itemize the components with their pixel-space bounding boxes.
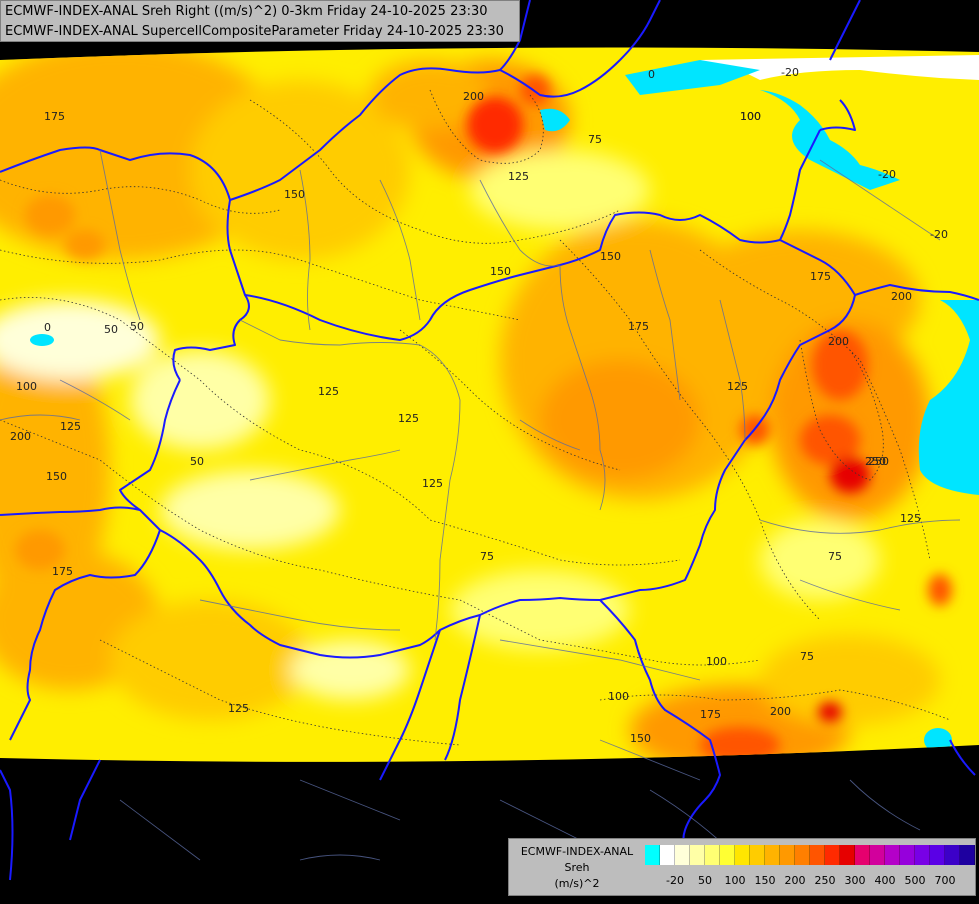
legend-swatch [780,845,795,865]
contour-value-label: 200 [770,705,791,718]
sreh-field [0,47,979,762]
legend-swatch [735,845,750,865]
legend-swatch [840,845,855,865]
legend-swatch [810,845,825,865]
legend-swatch [960,845,975,865]
legend-swatch [765,845,780,865]
contour-value-label: 0 [44,321,51,334]
contour-value-label: 175 [52,565,73,578]
contour-value-label: 150 [630,732,651,745]
legend-tick-label: 300 [844,874,866,887]
rivers-regions [0,149,961,861]
contour-value-label: 125 [900,512,921,525]
contour-value-label: 200 [828,335,849,348]
legend-swatch [930,845,945,865]
contour-value-label: 250 [868,455,889,468]
legend-panel: ECMWF-INDEX-ANAL Sreh (m/s)^2 -20 50 100 15… [508,838,976,896]
contour-value-label: 125 [60,420,81,433]
header-title-sreh: ECMWF-INDEX-ANAL Sreh Right ((m/s)^2) 0-… [5,4,488,19]
header-title-scp: ECMWF-INDEX-ANAL SupercellCompositeParam… [5,24,504,39]
contour-value-label: 250 [865,455,886,468]
contour-value-label: -20 [930,228,948,241]
contour-value-label: 125 [422,477,443,490]
contour-value-label: 150 [284,188,305,201]
legend-param: Sreh [564,861,590,874]
legend-swatch [675,845,690,865]
legend-swatch [660,845,675,865]
legend-tick-labels: -20 50 100 150 200 250 300 400 500 700 [645,874,975,890]
contour-value-label: 125 [398,412,419,425]
legend-swatch [750,845,765,865]
legend-swatch [870,845,885,865]
contour-value-label: 50 [104,323,118,336]
legend-unit: (m/s)^2 [554,877,600,890]
contour-value-label: 175 [700,708,721,721]
legend-tick-label: 200 [784,874,806,887]
legend-swatch [885,845,900,865]
legend-color-bar [645,845,975,865]
legend-tick-label: 700 [934,874,956,887]
contour-value-label: 100 [740,110,761,123]
contour-value-label: 75 [828,550,842,563]
legend-tick-label: 150 [754,874,776,887]
legend-swatch [825,845,840,865]
legend-swatch [720,845,735,865]
legend-swatch [855,845,870,865]
contour-value-label: 175 [628,320,649,333]
contour-value-label: 200 [10,430,31,443]
contour-value-label: 200 [891,290,912,303]
legend-tick-label: 250 [814,874,836,887]
legend-swatch [690,845,705,865]
contour-value-label: 75 [588,133,602,146]
contour-value-label: -20 [878,168,896,181]
contour-value-label: 175 [44,110,65,123]
legend-tick-label: 500 [904,874,926,887]
contour-value-label: 200 [463,90,484,103]
legend-model: ECMWF-INDEX-ANAL [520,845,634,858]
contour-value-label: 100 [706,655,727,668]
legend-tick-label: 400 [874,874,896,887]
contour-value-label: 50 [130,320,144,333]
contour-value-label: 125 [727,380,748,393]
contour-value-label: 100 [740,110,761,123]
legend-tick-label: -20 [666,874,684,887]
contour-value-label: 125 [318,385,339,398]
legend-swatch [795,845,810,865]
contour-value-label: -20 [781,66,799,79]
contour-value-label: 75 [800,650,814,663]
contour-value-label: 125 [228,702,249,715]
contour-value-label: 75 [480,550,494,563]
legend-swatch [900,845,915,865]
legend-swatch [945,845,960,865]
legend-swatch [705,845,720,865]
contour-value-label: 100 [608,690,629,703]
contour-labels: 0 -20 -20 -20 50 75 100 100 125 150 175 200 250 0 50 10… [10,66,948,745]
contour-value-label: 150 [600,250,621,263]
legend-tick-label: 50 [698,874,712,887]
contour-value-label: 150 [46,470,67,483]
legend-swatch [645,845,660,865]
country-borders [0,0,979,881]
contour-value-label: 150 [490,265,511,278]
legend-swatch [915,845,930,865]
contour-value-label: 125 [508,170,529,183]
contour-value-label: 0 [648,68,655,81]
contour-value-label: 175 [810,270,831,283]
contour-value-label: 100 [16,380,37,393]
legend-tick-label: 100 [724,874,746,887]
header-panel: ECMWF-INDEX-ANAL Sreh Right ((m/s)^2) 0-… [0,0,520,42]
contour-value-label: 50 [190,455,204,468]
